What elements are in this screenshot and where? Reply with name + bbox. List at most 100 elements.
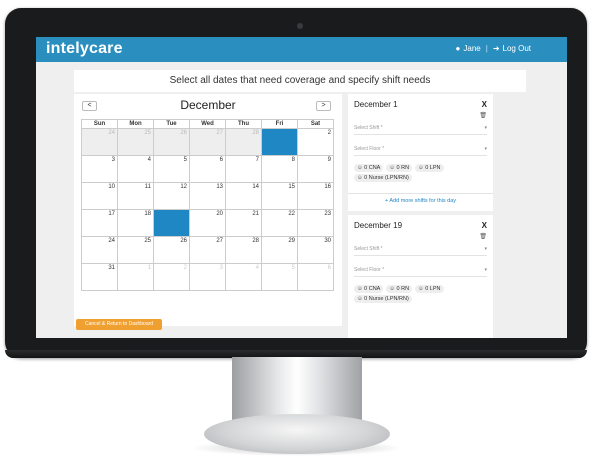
nurse-count-chip[interactable]: ☺ 0 Nurse (LPN/RN) bbox=[354, 295, 412, 303]
prev-month-button[interactable]: < bbox=[82, 101, 97, 111]
person-icon: ☺ bbox=[357, 286, 365, 292]
calendar-day-cell[interactable]: 17 bbox=[82, 210, 118, 237]
calendar-day-cell[interactable]: 28 bbox=[226, 237, 262, 264]
calendar-day-cell: 6 bbox=[298, 264, 334, 291]
weekday-header: Mon bbox=[118, 120, 154, 129]
calendar-day-cell[interactable]: 11 bbox=[118, 183, 154, 210]
chevron-down-icon: ▾ bbox=[484, 125, 487, 131]
calendar-day-cell[interactable]: 27 bbox=[190, 237, 226, 264]
weekday-header: Sat bbox=[298, 120, 334, 129]
calendar-day-cell[interactable]: 31 bbox=[82, 264, 118, 291]
calendar-day-cell[interactable]: 10 bbox=[82, 183, 118, 210]
calendar-panel: < December > Sun Mon Tue Wed Thu Fri Sat… bbox=[74, 94, 342, 326]
calendar-day-cell: 1 bbox=[118, 264, 154, 291]
calendar-day-cell: 28 bbox=[226, 129, 262, 156]
rn-count-chip[interactable]: ☺ 0 RN bbox=[386, 285, 413, 293]
lpn-count-chip[interactable]: ☺ 0 LPN bbox=[415, 285, 444, 293]
cna-count-chip[interactable]: ☺ 0 CNA bbox=[354, 285, 384, 293]
calendar-day-cell[interactable]: 6 bbox=[190, 156, 226, 183]
weekday-header-row: Sun Mon Tue Wed Thu Fri Sat bbox=[82, 120, 334, 129]
calendar-week-row: 24 25 26 27 28 29 30 bbox=[82, 237, 334, 264]
calendar-day-cell[interactable]: 9 bbox=[298, 156, 334, 183]
calendar-day-cell: 5 bbox=[262, 264, 298, 291]
chip-label: 0 RN bbox=[396, 165, 410, 171]
chip-label: 0 LPN bbox=[425, 165, 441, 171]
person-icon: ☺ bbox=[357, 296, 365, 302]
calendar-week-row: 10 11 12 13 14 15 16 bbox=[82, 183, 334, 210]
calendar-week-row: 24 25 26 27 28 1 2 bbox=[82, 129, 334, 156]
calendar-grid: Sun Mon Tue Wed Thu Fri Sat 24 25 26 27 … bbox=[81, 119, 334, 291]
calendar-day-cell[interactable]: 12 bbox=[154, 183, 190, 210]
calendar-day-cell[interactable]: 22 bbox=[262, 210, 298, 237]
header-separator: | bbox=[485, 44, 488, 53]
logout-link[interactable]: Log Out bbox=[502, 44, 531, 53]
calendar-day-cell[interactable]: 25 bbox=[118, 237, 154, 264]
chip-label: 0 Nurse (LPN/RN) bbox=[364, 296, 409, 302]
person-icon: ☺ bbox=[389, 165, 397, 171]
shift-cards-panel[interactable]: December 1 X 🗑 Select Shift * ▾ Select F… bbox=[348, 94, 493, 338]
calendar-day-cell[interactable]: 29 bbox=[262, 237, 298, 264]
next-month-button[interactable]: > bbox=[316, 101, 331, 111]
user-icon: ● bbox=[455, 44, 461, 53]
shift-card-title: December 1 bbox=[354, 100, 398, 109]
calendar-day-cell[interactable]: 3 bbox=[82, 156, 118, 183]
weekday-header: Tue bbox=[154, 120, 190, 129]
calendar-day-cell[interactable]: 16 bbox=[298, 183, 334, 210]
calendar-day-cell[interactable]: 21 bbox=[226, 210, 262, 237]
calendar-day-cell-selected[interactable]: 19 bbox=[154, 210, 190, 237]
calendar-day-cell[interactable]: 7 bbox=[226, 156, 262, 183]
staff-count-chips: ☺ 0 CNA ☺ 0 RN ☺ 0 LPN ☺ 0 Nurse (LPN/RN… bbox=[354, 285, 489, 303]
app-logo[interactable]: intelycare bbox=[46, 40, 123, 57]
calendar-day-cell[interactable]: 13 bbox=[190, 183, 226, 210]
select-floor-dropdown[interactable]: Select Floor * ▾ bbox=[354, 142, 487, 156]
calendar-day-cell[interactable]: 23 bbox=[298, 210, 334, 237]
user-menu: ● Jane | ➜ Log Out bbox=[456, 44, 531, 53]
calendar-day-cell[interactable]: 4 bbox=[118, 156, 154, 183]
calendar-day-cell[interactable]: 2 bbox=[298, 129, 334, 156]
calendar-day-cell: 25 bbox=[118, 129, 154, 156]
calendar-day-cell[interactable]: 8 bbox=[262, 156, 298, 183]
cna-count-chip[interactable]: ☺ 0 CNA bbox=[354, 164, 384, 172]
select-shift-dropdown[interactable]: Select Shift * ▾ bbox=[354, 242, 487, 256]
user-name[interactable]: Jane bbox=[463, 44, 481, 53]
weekday-header: Fri bbox=[262, 120, 298, 129]
add-more-shifts-link[interactable]: + Add more shifts for this day bbox=[348, 193, 493, 207]
calendar-week-row: 31 1 2 3 4 5 6 bbox=[82, 264, 334, 291]
shift-card: December 1 X 🗑 Select Shift * ▾ Select F… bbox=[348, 94, 493, 211]
shift-card: December 19 X 🗑 Select Shift * ▾ Select … bbox=[348, 215, 493, 338]
calendar-day-cell: 2 bbox=[154, 264, 190, 291]
rn-count-chip[interactable]: ☺ 0 RN bbox=[386, 164, 413, 172]
screen: intelycare ● Jane | ➜ Log Out Select all… bbox=[36, 37, 567, 338]
weekday-header: Thu bbox=[226, 120, 262, 129]
calendar-day-cell[interactable]: 26 bbox=[154, 237, 190, 264]
calendar-day-cell[interactable]: 14 bbox=[226, 183, 262, 210]
close-icon[interactable]: X bbox=[481, 100, 487, 109]
calendar-day-cell[interactable]: 5 bbox=[154, 156, 190, 183]
select-shift-dropdown[interactable]: Select Shift * ▾ bbox=[354, 121, 487, 135]
calendar-day-cell[interactable]: 20 bbox=[190, 210, 226, 237]
weekday-header: Wed bbox=[190, 120, 226, 129]
monitor-stand-base bbox=[204, 414, 390, 454]
select-shift-placeholder: Select Shift * bbox=[354, 125, 383, 131]
lpn-count-chip[interactable]: ☺ 0 LPN bbox=[415, 164, 444, 172]
calendar-day-cell-selected[interactable]: 1 bbox=[262, 129, 298, 156]
nurse-count-chip[interactable]: ☺ 0 Nurse (LPN/RN) bbox=[354, 174, 412, 182]
calendar-day-cell[interactable]: 15 bbox=[262, 183, 298, 210]
weekday-header: Sun bbox=[82, 120, 118, 129]
calendar-day-cell[interactable]: 30 bbox=[298, 237, 334, 264]
trash-icon[interactable]: 🗑 bbox=[479, 113, 487, 119]
person-icon: ☺ bbox=[357, 175, 365, 181]
calendar-day-cell: 26 bbox=[154, 129, 190, 156]
staff-count-chips: ☺ 0 CNA ☺ 0 RN ☺ 0 LPN ☺ 0 Nurse (LPN/RN… bbox=[354, 164, 489, 182]
chip-label: 0 Nurse (LPN/RN) bbox=[364, 175, 409, 181]
close-icon[interactable]: X bbox=[481, 221, 487, 230]
person-icon: ☺ bbox=[357, 165, 365, 171]
calendar-day-cell[interactable]: 18 bbox=[118, 210, 154, 237]
calendar-day-cell[interactable]: 24 bbox=[82, 237, 118, 264]
select-floor-dropdown[interactable]: Select Floor * ▾ bbox=[354, 263, 487, 277]
trash-icon[interactable]: 🗑 bbox=[479, 234, 487, 240]
cancel-return-button[interactable]: Cancel & Return to Dashboard bbox=[76, 319, 162, 330]
calendar-week-row: 17 18 19 20 21 22 23 bbox=[82, 210, 334, 237]
calendar-day-cell: 3 bbox=[190, 264, 226, 291]
shift-card-title: December 19 bbox=[354, 221, 403, 230]
